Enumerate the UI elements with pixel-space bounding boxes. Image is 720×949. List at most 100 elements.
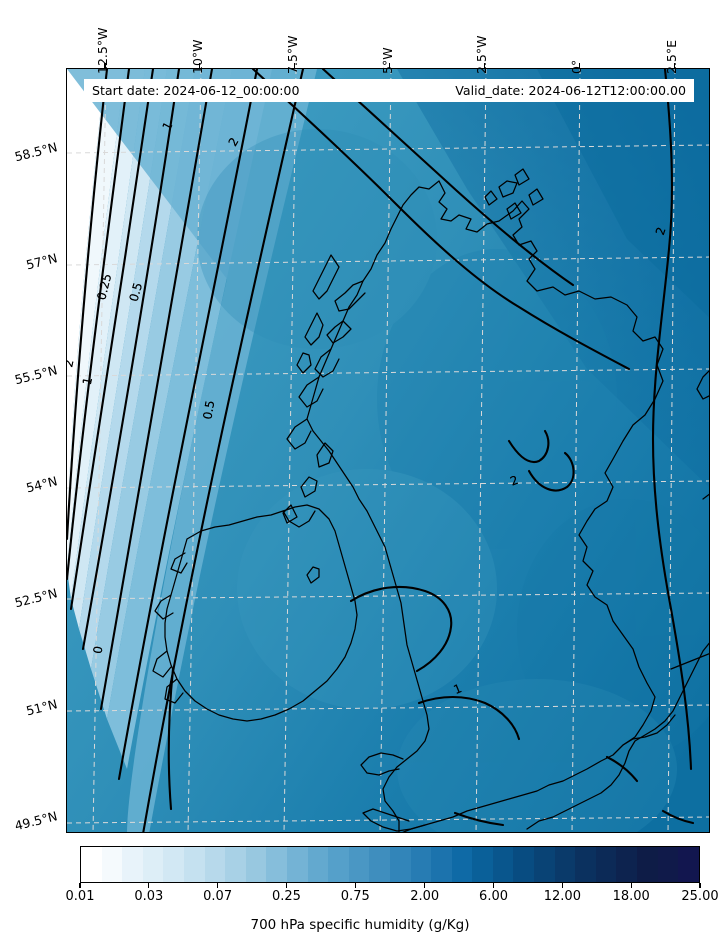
- colorbar-tick-label: 18.00: [612, 889, 650, 904]
- contour-label: 0.25: [94, 272, 114, 301]
- colorbar-tick-label: 0.75: [340, 889, 370, 904]
- colorbar-swatch-2: [122, 847, 143, 882]
- colorbar-swatch-8: [245, 847, 267, 882]
- svg-text:0.5: 0.5: [127, 281, 146, 303]
- longitude-tick-mark-3: [388, 63, 391, 68]
- longitude-tick-label: 7.5°W: [284, 35, 300, 75]
- colorbar-tick-label: 0.03: [134, 889, 164, 904]
- colorbar-tick-label: 25.00: [681, 889, 719, 904]
- longitude-tick-mark-1: [199, 63, 201, 68]
- colorbar-tick-mark: [79, 883, 81, 888]
- colorbar-swatch-0: [81, 847, 102, 882]
- colorbar-swatch-15: [389, 847, 411, 882]
- longitude-tick-label: 2.5°W: [474, 35, 490, 75]
- svg-text:0.25: 0.25: [94, 272, 114, 301]
- latitude-tick-label: 58.5°N: [13, 139, 59, 165]
- colorbar-tick-label: 0.25: [271, 889, 301, 904]
- colorbar-tick-label: 12.00: [543, 889, 581, 904]
- colorbar-swatch-27: [637, 847, 658, 882]
- colorbar-tick-label: 0.01: [65, 889, 95, 904]
- valid-date-label: Valid_date: 2024-06-12T12:00:00.00: [455, 83, 686, 98]
- colorbar-swatch-6: [204, 847, 226, 882]
- colorbar-swatch-3: [142, 847, 164, 882]
- colorbar-tick-mark: [492, 883, 495, 888]
- coastlines: [152, 168, 709, 832]
- map-axes[interactable]: 1 1 2 2 0.25 0.25 0.5 0.5 2 2 1 1 0.5 0.5 0 0 2 2 2 2 1 1: [66, 68, 710, 833]
- colorbar-swatch-28: [657, 847, 679, 882]
- longitude-tick-label: 0°: [569, 59, 585, 74]
- colorbar-tick-mark: [285, 883, 287, 888]
- colorbar-swatch-22: [534, 847, 555, 882]
- latitude-tick-label: 55.5°N: [13, 362, 59, 388]
- colorbar-tick-label: 6.00: [479, 889, 509, 904]
- humidity-fill-ne-corner: [537, 69, 709, 318]
- svg-text:2: 2: [653, 225, 669, 237]
- svg-text:1: 1: [80, 376, 95, 386]
- latitude-tick-label: 57°N: [24, 250, 59, 273]
- colorbar-tick-mark: [148, 883, 150, 888]
- latitude-tick-label: 52.5°N: [13, 585, 59, 611]
- longitude-tick-mark-5: [578, 63, 580, 68]
- longitude-tick-label: 2.5°E: [664, 39, 680, 74]
- colorbar-swatch-11: [307, 847, 329, 882]
- colorbar[interactable]: [80, 846, 700, 883]
- colorbar-swatch-14: [369, 847, 390, 882]
- contour-label: 2: [67, 358, 77, 368]
- colorbar-swatch-16: [410, 847, 432, 882]
- longitude-tick-mark-2: [294, 63, 296, 68]
- colorbar-swatch-29: [678, 847, 699, 882]
- colorbar-swatch-26: [616, 847, 638, 882]
- colorbar-tick-mark: [424, 883, 426, 888]
- map-clip: 1 1 2 2 0.25 0.25 0.5 0.5 2 2 1 1 0.5 0.5 0 0 2 2 2 2 1 1: [67, 69, 709, 832]
- longitude-tick-label: 5°W: [379, 47, 395, 74]
- colorbar-swatch-9: [266, 847, 287, 882]
- colorbar-tick-label: 0.07: [203, 889, 233, 904]
- start-date-label: Start date: 2024-06-12_00:00:00: [92, 83, 300, 98]
- colorbar-swatch-23: [554, 847, 576, 882]
- colorbar-tick-mark: [354, 883, 356, 888]
- contour-label: 0.5: [200, 399, 217, 420]
- colorbar-swatch-12: [328, 847, 349, 882]
- humidity-fill-texture: [197, 129, 709, 832]
- latitude-tick-label: 51°N: [24, 696, 59, 719]
- colorbar-swatch-7: [225, 847, 246, 882]
- colorbar-swatch-4: [163, 847, 184, 882]
- colorbar-tick-label: 2.00: [410, 889, 440, 904]
- colorbar-swatch-17: [431, 847, 452, 882]
- colorbar-swatch-19: [472, 847, 493, 882]
- colorbar-swatch-13: [348, 847, 370, 882]
- contour-label: 0.5: [127, 281, 146, 303]
- longitude-tick-mark-0: [104, 63, 106, 68]
- longitude-tick-mark-6: [673, 63, 675, 68]
- svg-text:0: 0: [91, 645, 106, 655]
- info-bar: Start date: 2024-06-12_00:00:00 Valid_da…: [84, 79, 694, 102]
- longitude-tick-label: 12.5°W: [94, 27, 110, 74]
- colorbar-swatch-21: [513, 847, 535, 882]
- contour-label: 0: [91, 645, 106, 655]
- contour-label: 2: [653, 225, 669, 237]
- contour-label: 1: [80, 376, 95, 386]
- contour-label: 2: [508, 473, 520, 489]
- colorbar-swatch-10: [286, 847, 308, 882]
- latitude-tick-label: 54°N: [24, 473, 59, 496]
- colorbar-tick-mark: [217, 883, 219, 888]
- longitude-tick-mark-4: [483, 63, 486, 68]
- colorbar-swatch-24: [575, 847, 596, 882]
- humidity-contours: [67, 69, 695, 832]
- svg-text:2: 2: [508, 473, 520, 489]
- colorbar-tick-mark: [561, 883, 563, 888]
- longitude-tick-label: 10°W: [189, 39, 205, 74]
- colorbar-swatch-20: [492, 847, 514, 882]
- colorbar-swatch-1: [101, 847, 123, 882]
- svg-text:2: 2: [67, 358, 77, 368]
- svg-text:0.5: 0.5: [200, 399, 217, 420]
- colorbar-title: 700 hPa specific humidity (g/Kg): [250, 917, 470, 933]
- colorbar-tick-mark: [699, 883, 701, 888]
- colorbar-tick-mark: [630, 883, 632, 888]
- colorbar-swatch-5: [183, 847, 205, 882]
- colorbar-swatch-18: [451, 847, 473, 882]
- latitude-tick-label: 49.5°N: [13, 808, 59, 834]
- colorbar-swatch-25: [595, 847, 617, 882]
